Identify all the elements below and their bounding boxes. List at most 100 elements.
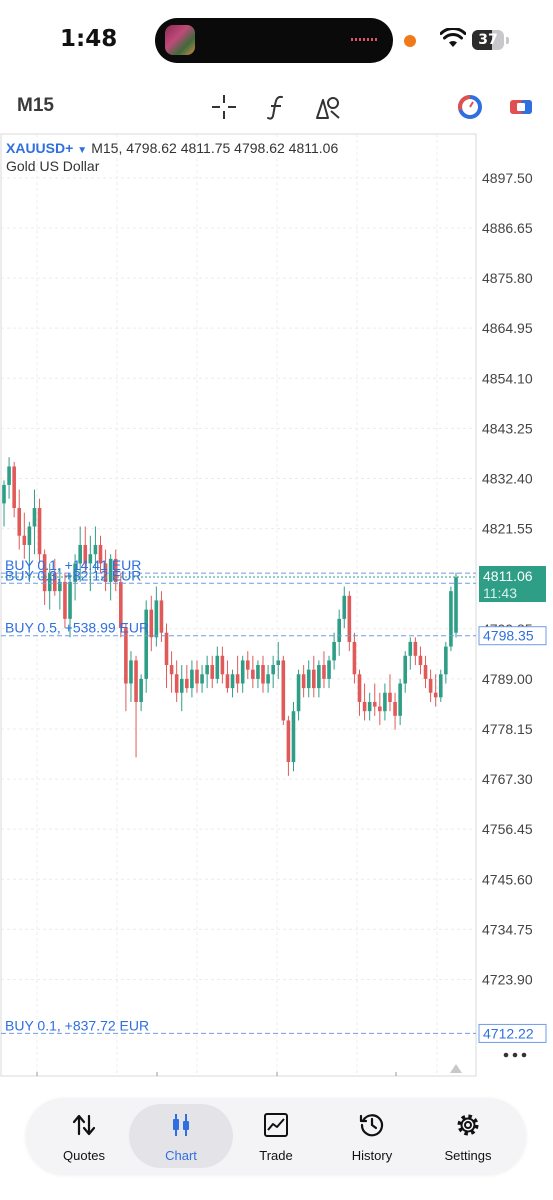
candle-body (388, 692, 392, 702)
tab-quotes-label: Quotes (63, 1148, 105, 1163)
candle-body (113, 558, 118, 582)
candle-body (449, 591, 453, 647)
tab-chart[interactable]: Chart (129, 1104, 233, 1168)
position-label: BUY 0.1, +837.72 EUR (5, 1017, 149, 1033)
candle-body (428, 678, 433, 693)
y-tick-label: 4864.95 (482, 320, 533, 336)
candle-body (119, 581, 123, 629)
candle-body (296, 674, 301, 712)
candle-body (93, 544, 98, 555)
candle-body (286, 720, 291, 762)
y-tick-label: 4886.65 (482, 220, 533, 236)
candle-body (129, 660, 133, 684)
y-tick-label: 4832.40 (482, 470, 533, 486)
candle-body (63, 581, 67, 619)
scroll-end-icon (450, 1064, 462, 1073)
tab-settings[interactable]: Settings (418, 1104, 518, 1168)
candle-body (37, 508, 42, 555)
price-chart[interactable]: 4897.50 4886.65 4875.80 4864.95 4854.10 4843.… (0, 133, 553, 1078)
x-tick-label: 17 Apr 10:45 (404, 1077, 484, 1078)
price-level-label: 4712.22 (483, 1025, 534, 1041)
tab-trade-label: Trade (259, 1148, 293, 1163)
candle-body (2, 484, 6, 504)
candle-body (454, 577, 458, 633)
timeframe-button[interactable]: M15 (17, 95, 54, 116)
candle-body (235, 674, 240, 684)
chart-canvas[interactable]: 4897.50 4886.65 4875.80 4864.95 4854.10 4843.… (0, 133, 553, 1078)
candle-body (423, 665, 428, 679)
new-order-icon[interactable] (506, 92, 536, 122)
current-price-label: 4811.06 (483, 568, 533, 584)
candle-body (215, 655, 220, 679)
position-label: BUY 0.1, +14.41 EUR (5, 557, 141, 573)
symbol-dropdown-icon[interactable]: ▼ (77, 145, 88, 156)
candle-body (271, 665, 275, 675)
candle-body (408, 641, 413, 656)
candle-body (124, 628, 128, 684)
candle-body (159, 600, 164, 633)
candle-body (58, 581, 62, 592)
more-options-icon[interactable] (501, 1046, 529, 1064)
candle-body (367, 701, 372, 712)
candle-body (88, 554, 93, 564)
candle-body (393, 701, 397, 716)
candle-body (322, 665, 326, 679)
candle-body (98, 544, 103, 564)
candle-body (383, 692, 387, 712)
candle-body (83, 544, 88, 564)
symbol-name[interactable]: XAUUSD+ (6, 140, 74, 156)
y-tick-label: 4789.00 (482, 671, 533, 687)
candle-body (413, 641, 418, 656)
candle-body (225, 674, 230, 689)
candle-body (433, 692, 438, 698)
objects-icon[interactable] (313, 92, 343, 122)
ohlc-values: 4798.62 4811.75 4798.62 4811.06 (126, 140, 339, 156)
x-tick-label: 17 Apr 02:45 (285, 1077, 365, 1078)
candle-body (261, 665, 265, 684)
candle-body (210, 665, 215, 679)
candle-body (78, 544, 82, 564)
audio-waveform-icon (351, 38, 379, 41)
tab-quotes[interactable]: Quotes (34, 1104, 134, 1168)
tab-history[interactable]: History (322, 1104, 422, 1168)
candle-body (200, 674, 204, 684)
price-level-badge (478, 1023, 547, 1043)
chart-icon (173, 1114, 189, 1136)
y-tick-label: 4723.90 (482, 971, 533, 987)
candle-body (164, 632, 169, 666)
candle-body (195, 669, 199, 684)
y-tick-label: 4778.15 (482, 721, 533, 737)
dynamic-island[interactable] (155, 18, 393, 63)
candle-body (144, 609, 149, 679)
plot-frame (0, 133, 477, 1077)
one-click-trading-icon[interactable] (455, 92, 485, 122)
candle-body (418, 655, 423, 666)
candle-body (266, 674, 270, 684)
y-tick-label: 4843.25 (482, 420, 533, 436)
quotes-icon (72, 1114, 96, 1136)
gear-icon (457, 1114, 479, 1136)
status-bar: 1:48 37 (0, 0, 553, 80)
battery-tip (506, 37, 509, 44)
candle-body (301, 674, 306, 689)
x-tick-label: 16 Apr 09:45 (45, 1077, 125, 1078)
candle-body (342, 595, 347, 619)
candle-body (378, 706, 382, 712)
candle-body (7, 466, 11, 485)
candle-body (149, 609, 154, 638)
indicators-icon[interactable] (262, 92, 292, 122)
candle-body (327, 660, 331, 679)
candle-body (357, 674, 362, 702)
candle-body (12, 466, 16, 509)
candle-body (438, 674, 443, 698)
tab-trade[interactable]: Trade (226, 1104, 326, 1168)
candle-body (317, 665, 321, 689)
candle-body (230, 674, 235, 689)
candle-body (281, 660, 286, 721)
recording-indicator-icon (404, 35, 416, 47)
crosshair-icon[interactable] (209, 92, 239, 122)
bottom-tab-bar: Quotes Chart Trade History Settings (26, 1098, 526, 1174)
y-tick-label: 4734.75 (482, 921, 533, 937)
media-thumbnail-icon[interactable] (165, 25, 195, 55)
candle-body (362, 701, 367, 712)
